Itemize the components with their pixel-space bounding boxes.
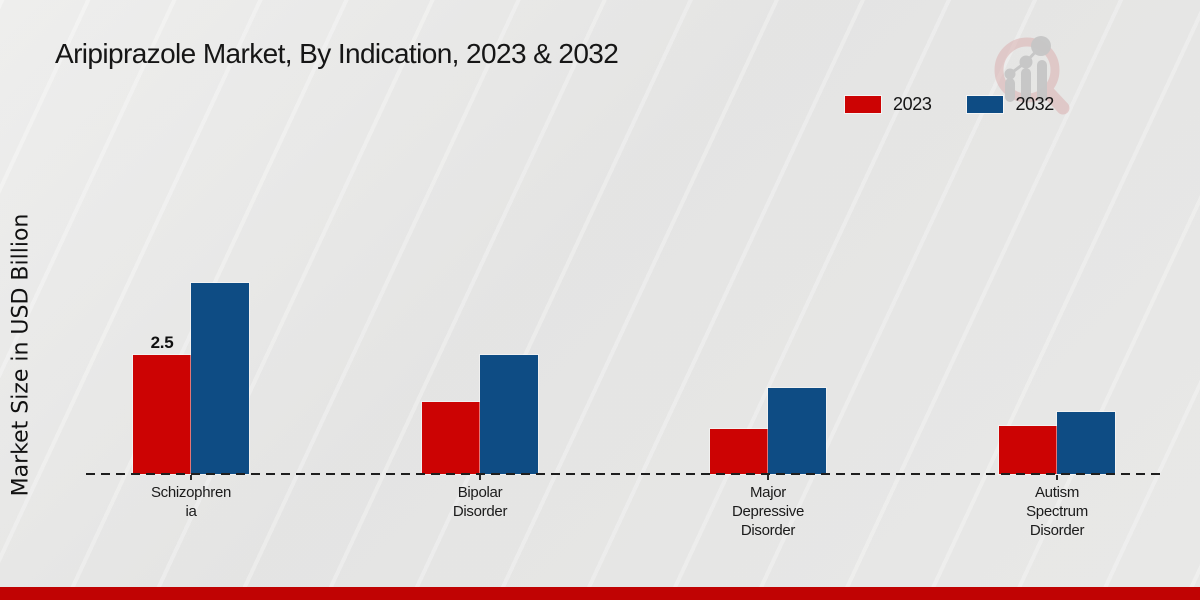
x-axis-line xyxy=(86,473,1166,475)
x-axis-tick xyxy=(479,475,481,480)
category-label-0: Schizophren ia xyxy=(150,484,232,520)
bar-2023-category-0 xyxy=(133,355,191,474)
footer-accent-bar xyxy=(0,587,1200,600)
magnifier-bar-chart-logo-icon xyxy=(994,36,1070,115)
category-label-1: Bipolar Disorder xyxy=(452,484,508,520)
chart-title: Aripiprazole Market, By Indication, 2023… xyxy=(55,38,619,69)
legend-label-2023: 2023 xyxy=(893,94,932,114)
legend-item-2023: 2023 xyxy=(845,94,932,115)
bar-data-label: 2.5 xyxy=(150,333,174,352)
bar-2023-category-2 xyxy=(710,429,768,474)
category-label-2: Major Depressive Disorder xyxy=(731,484,805,539)
category-label-3: Autism Spectrum Disorder xyxy=(1026,484,1088,539)
x-axis-tick xyxy=(767,475,769,480)
legend-item-2032: 2032 xyxy=(967,94,1054,115)
legend-swatch-2032 xyxy=(967,96,1004,113)
legend-swatch-2023 xyxy=(845,96,881,113)
x-axis-tick xyxy=(190,475,192,480)
bar-2032-category-3 xyxy=(1057,412,1115,474)
bar-2023-category-3 xyxy=(999,426,1057,474)
bar-2032-category-0 xyxy=(191,283,249,474)
legend: 2023 2032 xyxy=(845,94,1054,115)
legend-label-2032: 2032 xyxy=(1015,94,1054,114)
bar-2032-category-1 xyxy=(480,355,538,474)
bar-2032-category-2 xyxy=(768,388,826,474)
bar-2023-category-1 xyxy=(422,402,480,474)
x-axis-tick xyxy=(1056,475,1058,480)
